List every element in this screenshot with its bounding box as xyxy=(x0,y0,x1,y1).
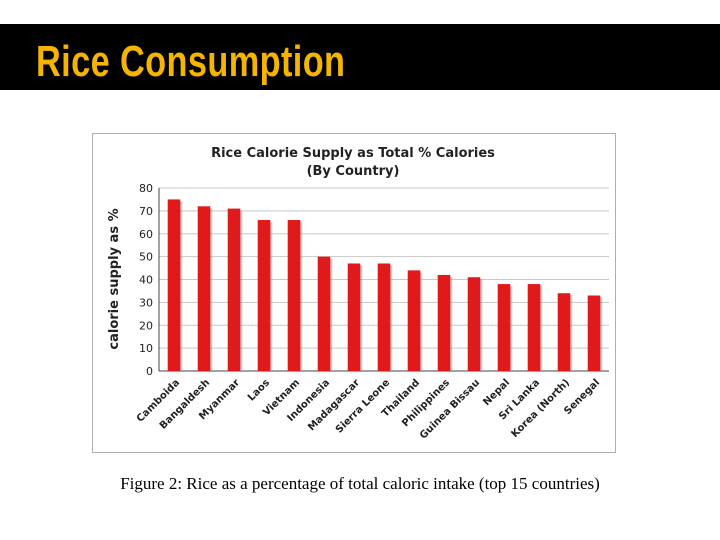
y-tick-label: 10 xyxy=(139,342,153,355)
x-tick-label: Laos xyxy=(246,377,272,403)
y-tick-label: 70 xyxy=(139,205,153,218)
bar xyxy=(437,274,451,371)
y-tick-label: 40 xyxy=(139,274,153,287)
bar xyxy=(467,277,481,371)
bar xyxy=(497,284,511,371)
figure-caption: Figure 2: Rice as a percentage of total … xyxy=(120,474,600,493)
slide-title: Rice Consumption xyxy=(36,37,346,86)
chart-title: Rice Calorie Supply as Total % Calories xyxy=(211,146,495,161)
bar xyxy=(557,293,571,371)
bar xyxy=(347,263,361,371)
bar xyxy=(527,284,541,371)
y-axis-label: calorie supply as % xyxy=(107,208,122,349)
x-tick-label: Sierra Leone xyxy=(334,377,392,435)
chart-subtitle: (By Country) xyxy=(307,164,400,179)
y-tick-label: 60 xyxy=(139,228,153,241)
bar-chart: Rice Calorie Supply as Total % Calories … xyxy=(107,146,609,441)
plot-area: 01020304050607080CamboidaBangaldeshMyanm… xyxy=(135,182,609,441)
bar xyxy=(167,199,181,371)
bar xyxy=(227,208,241,371)
y-tick-label: 80 xyxy=(139,182,153,195)
bar xyxy=(377,263,391,371)
title-bar xyxy=(0,24,720,90)
y-tick-label: 30 xyxy=(139,296,153,309)
bar xyxy=(197,206,211,371)
y-tick-label: 20 xyxy=(139,319,153,332)
x-tick-label: Madagascar xyxy=(306,377,362,433)
y-tick-label: 0 xyxy=(146,365,153,378)
bar xyxy=(287,220,301,371)
bar xyxy=(257,220,271,371)
y-tick-label: 50 xyxy=(139,251,153,264)
bar xyxy=(317,256,331,371)
bar xyxy=(587,295,601,371)
bar xyxy=(407,270,421,371)
